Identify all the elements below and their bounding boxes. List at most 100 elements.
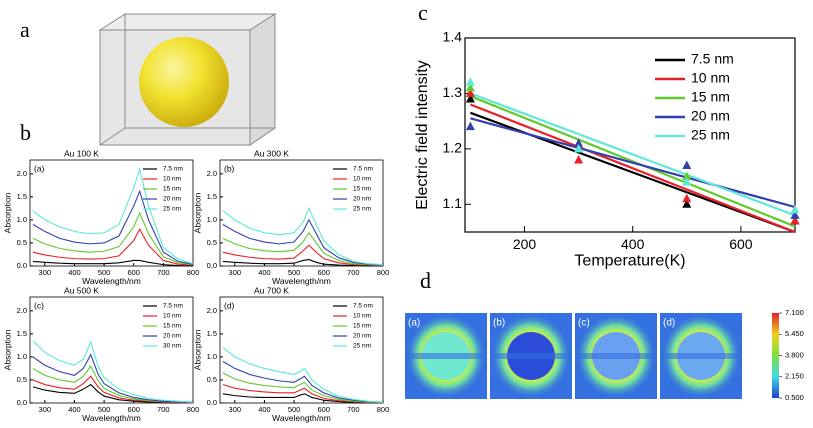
x-tick-label: 200 <box>513 236 537 252</box>
x-tick-label: 300 <box>39 268 52 277</box>
spectrum-line <box>222 218 384 266</box>
legend-label: 20 nm <box>691 108 730 124</box>
spectrum-line <box>222 361 384 403</box>
y-tick-label: 0.0 <box>17 261 27 270</box>
legend-label: 15 nm <box>163 323 181 330</box>
data-point <box>790 215 800 225</box>
spectrum-line <box>222 384 383 404</box>
legend-label: 10 nm <box>163 313 181 320</box>
legend-label: 20 nm <box>163 196 181 203</box>
spectrum-line <box>32 189 194 265</box>
field-gap <box>405 353 487 359</box>
legend-label: 10 nm <box>353 176 371 183</box>
subplot-label: (c) <box>578 318 590 329</box>
legend-label: 15 nm <box>163 186 181 193</box>
x-tick-label: 400 <box>258 268 271 277</box>
x-tick-label: 400 <box>68 268 81 277</box>
y-tick-label: 1.0 <box>17 215 27 224</box>
subplot-title: Au 300 K <box>254 148 289 158</box>
x-tick-label: 700 <box>157 268 170 277</box>
spectrum-line <box>222 231 384 267</box>
colorbar-tick-label: 3.800 <box>785 350 804 359</box>
y-tick-label: 1.1 <box>443 195 463 211</box>
x-tick-label: 700 <box>347 268 360 277</box>
x-tick-label: 500 <box>288 405 301 414</box>
fit-line <box>470 92 796 217</box>
fit-line <box>470 117 796 209</box>
subplot-label: (a) <box>408 318 420 329</box>
spectrum-line <box>32 211 194 266</box>
subplot-title: Au 100 K <box>64 148 99 158</box>
subplot-label: (b) <box>224 163 235 173</box>
x-axis-label: Wavelength/nm <box>272 413 331 423</box>
y-tick-label: 2.0 <box>207 306 217 315</box>
panel-label: c <box>418 0 428 25</box>
data-point <box>682 171 692 181</box>
fit-line <box>470 95 796 228</box>
spectrum-line <box>222 258 383 267</box>
y-tick-label: 0.0 <box>207 398 217 407</box>
panel-label: a <box>20 17 30 42</box>
y-tick-label: 1.3 <box>443 84 463 100</box>
x-tick-label: 800 <box>377 405 390 414</box>
field-gap <box>490 353 572 359</box>
spectrum-line <box>222 393 383 404</box>
y-axis-label: Absorption <box>192 192 202 233</box>
subplot-label: (c) <box>34 300 44 310</box>
plot-frame <box>464 37 796 233</box>
y-axis-label: Absorption <box>2 329 12 370</box>
legend-label: 7.5 nm <box>353 303 373 310</box>
plot-frame <box>219 159 384 267</box>
y-tick-label: 2.0 <box>17 169 27 178</box>
x-axis-label: Wavelength/nm <box>82 276 141 286</box>
y-axis-label: Electric field intensity <box>414 60 431 209</box>
data-point <box>465 93 475 103</box>
colorbar-tick-label: 7.100 <box>785 308 804 317</box>
x-tick-label: 500 <box>98 405 111 414</box>
x-tick-label: 300 <box>39 405 52 414</box>
field-gap <box>575 353 657 359</box>
data-point <box>465 121 475 131</box>
data-point <box>574 143 584 153</box>
spectrum-line <box>32 167 194 265</box>
data-point <box>465 88 475 97</box>
y-tick-label: 1.2 <box>443 140 463 156</box>
y-tick-label: 1.5 <box>207 329 217 338</box>
spectrum-line <box>222 372 384 404</box>
spectrum-line <box>222 244 384 267</box>
x-tick-label: 500 <box>288 268 301 277</box>
data-point <box>682 160 692 169</box>
spectrum-line <box>32 353 194 404</box>
spectrum-line <box>222 347 384 403</box>
data-point <box>574 154 584 164</box>
data-point <box>682 177 692 186</box>
legend-label: 20 nm <box>353 196 371 203</box>
x-tick-label: 700 <box>157 405 170 414</box>
legend-label: 7.5 nm <box>163 303 183 310</box>
data-point <box>574 138 584 147</box>
plot-frame <box>219 296 384 404</box>
data-point <box>465 82 475 92</box>
x-tick-label: 600 <box>127 405 140 414</box>
legend-label: 10 nm <box>691 70 730 86</box>
plot-frame <box>29 296 194 404</box>
x-tick-label: 600 <box>317 405 330 414</box>
subplot-label: (d) <box>224 300 235 310</box>
subplot-title: Au 500 K <box>64 285 99 295</box>
subplot-label: (b) <box>493 318 505 329</box>
field-gap <box>660 353 742 359</box>
legend-label: 10 nm <box>163 176 181 183</box>
y-tick-label: 1.5 <box>17 329 27 338</box>
spectrum-line <box>222 207 384 266</box>
legend-label: 25 nm <box>163 206 181 213</box>
y-tick-label: 0.5 <box>207 375 217 384</box>
y-axis-label: Absorption <box>2 192 12 233</box>
y-tick-label: 1.5 <box>207 192 217 201</box>
x-tick-label: 400 <box>621 236 645 252</box>
colorbar <box>772 313 779 398</box>
y-tick-label: 0.5 <box>17 238 27 247</box>
y-tick-label: 0.0 <box>17 398 27 407</box>
colorbar-tick-label: 2.150 <box>785 372 804 381</box>
legend-label: 15 nm <box>353 186 371 193</box>
subplot-title: Au 700 K <box>254 285 289 295</box>
